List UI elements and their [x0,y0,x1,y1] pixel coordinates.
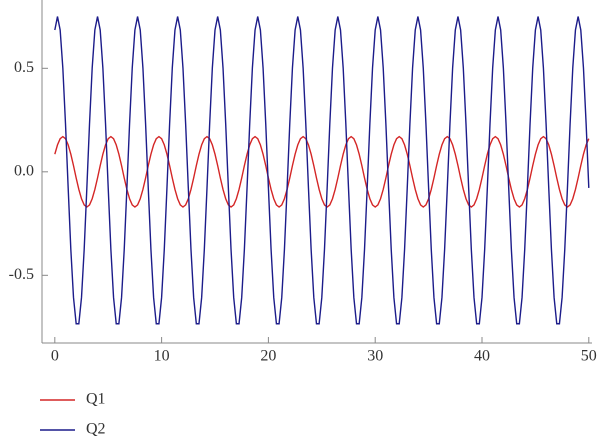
y-tick-label: 0.0 [14,162,34,179]
x-tick-label: 0 [51,348,59,365]
x-tick-label: 50 [581,348,597,365]
legend-label: Q2 [86,421,106,436]
x-tick-label: 30 [367,348,383,365]
x-tick-label: 40 [474,348,490,365]
y-tick-label: -0.5 [9,266,34,283]
x-tick-label: 10 [154,348,170,365]
x-tick-label: 20 [260,348,276,365]
series-line [54,16,590,325]
legend-label: Q1 [86,391,106,408]
series-line [54,135,590,208]
y-tick-label: 0.5 [14,59,34,76]
